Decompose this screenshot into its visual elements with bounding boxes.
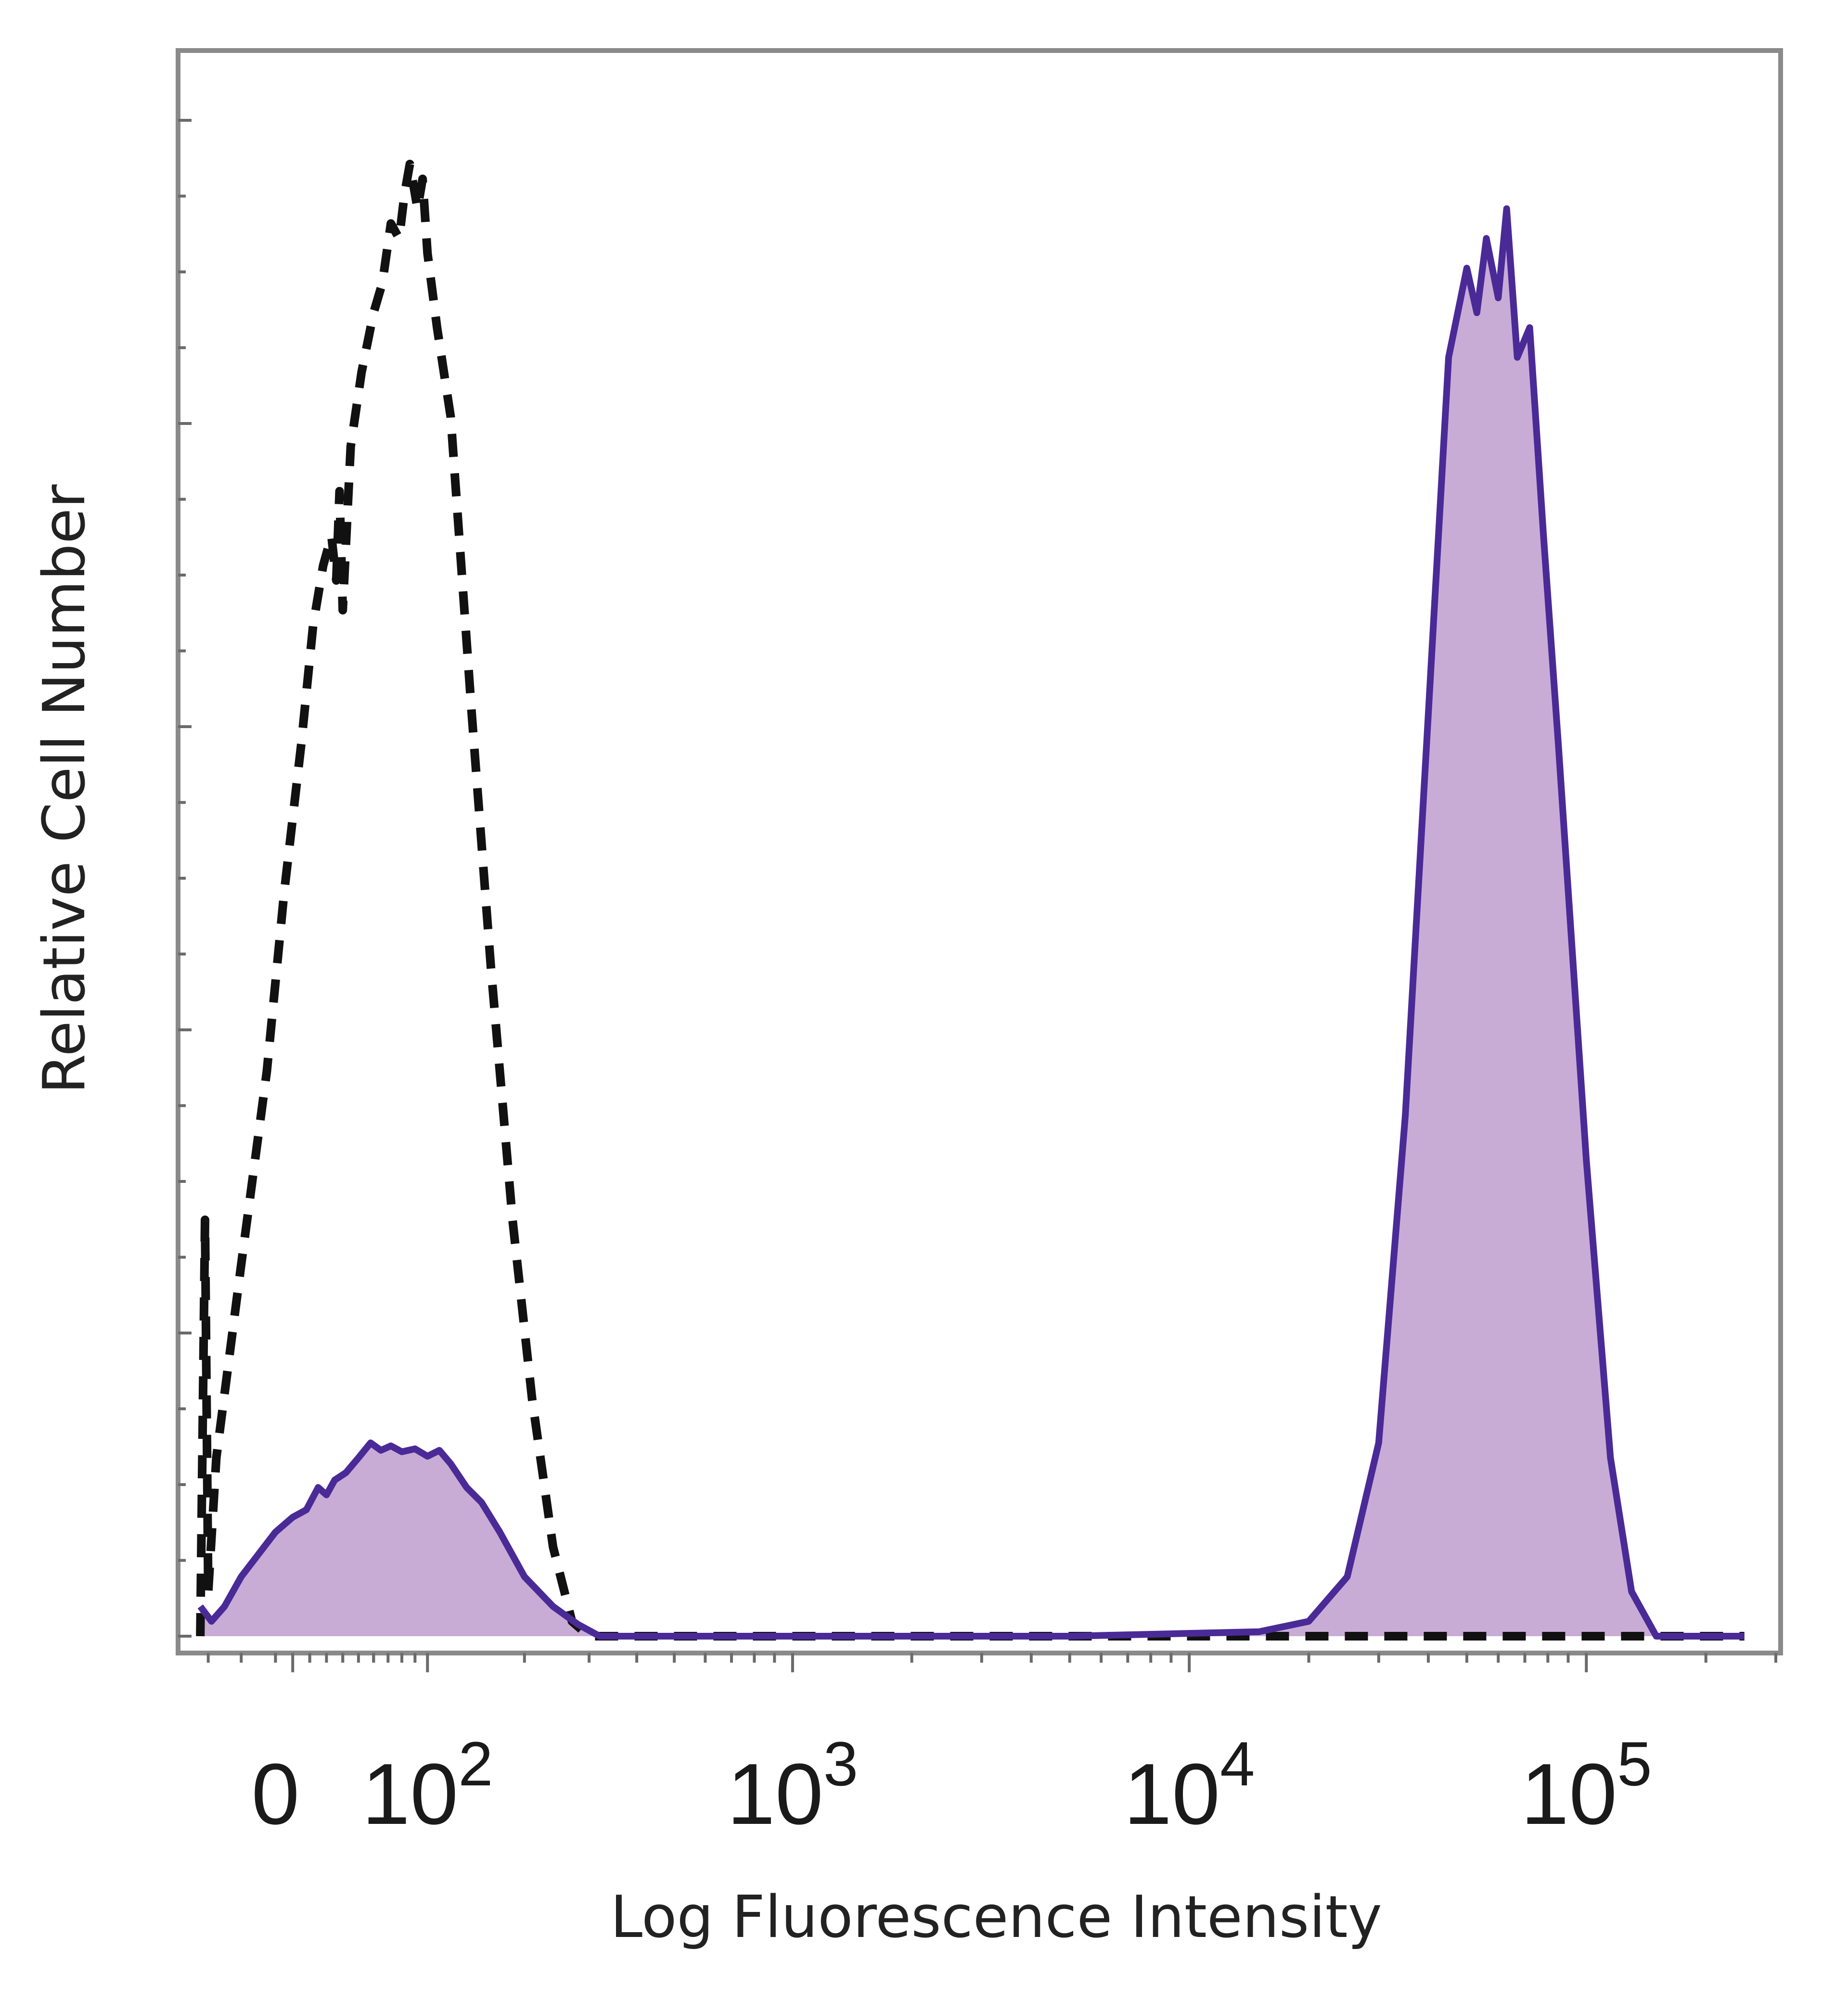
y-axis-ticks <box>178 119 192 1638</box>
y-axis-label: Relative Cell Number <box>31 484 98 1094</box>
x-tick-label: 0 <box>251 1746 299 1843</box>
series-layer <box>196 159 1745 1641</box>
x-tick-labels: 0 102 103 104 105 <box>251 1729 1652 1843</box>
x-axis-label: Log Fluorescence Intensity <box>610 1884 1382 1951</box>
series-fill-1 <box>200 208 1745 1636</box>
x-tick-label: 104 <box>1124 1729 1255 1843</box>
series-line-1 <box>197 205 1745 1640</box>
x-tick-label: 102 <box>362 1729 493 1843</box>
series-line-0 <box>196 159 1745 1641</box>
x-tick-label: 105 <box>1521 1729 1652 1843</box>
x-tick-label: 103 <box>727 1729 859 1843</box>
x-axis-minor-ticks <box>206 1653 1777 1672</box>
